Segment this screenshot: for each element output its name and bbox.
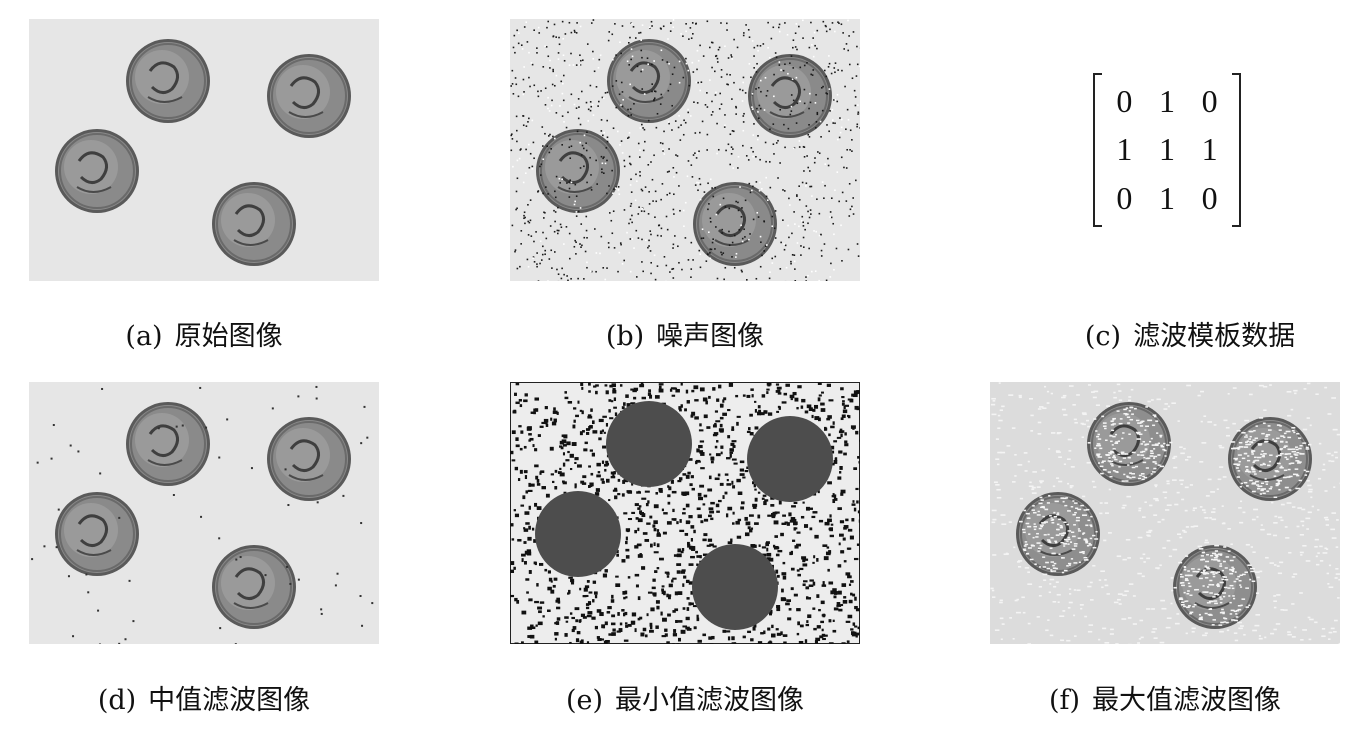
filter-mask-matrix: 0 1 0 1 1 1 0 1 0 <box>1093 73 1241 227</box>
matrix-right-bracket <box>1232 73 1241 227</box>
matrix-cell: 1 <box>1158 82 1175 119</box>
matrix-cell: 0 <box>1116 180 1133 217</box>
caption-label: 原始图像 <box>174 321 283 352</box>
caption-label: 中值滤波图像 <box>148 685 311 716</box>
max-filter-image <box>990 382 1340 644</box>
min-filter-image <box>510 382 860 644</box>
median-filter-image <box>29 382 379 644</box>
matrix-cell: 0 <box>1201 82 1218 119</box>
matrix-cell: 1 <box>1158 180 1175 217</box>
noisy-image <box>510 19 860 281</box>
coin <box>747 416 833 502</box>
matrix-cell: 1 <box>1116 131 1133 168</box>
caption-tag: (b) <box>605 321 645 352</box>
caption-max: (f) 最大值滤波图像 <box>975 678 1355 717</box>
coin <box>692 544 778 630</box>
caption-tag: (f) <box>1048 685 1081 716</box>
coin <box>535 491 621 577</box>
matrix-left-bracket <box>1093 73 1102 227</box>
caption-min: (e) 最小值滤波图像 <box>495 678 875 717</box>
caption-label: 最小值滤波图像 <box>615 685 805 716</box>
caption-label: 噪声图像 <box>656 321 765 352</box>
matrix-cell: 0 <box>1201 180 1218 217</box>
matrix-cell: 1 <box>1201 131 1218 168</box>
caption-label: 滤波模板数据 <box>1133 321 1296 352</box>
caption-label: 最大值滤波图像 <box>1092 685 1282 716</box>
matrix-cell: 0 <box>1116 82 1133 119</box>
caption-median: (d) 中值滤波图像 <box>14 678 394 717</box>
caption-tag: (a) <box>125 321 163 352</box>
caption-filter-mask: (c) 滤波模板数据 <box>1000 314 1370 353</box>
caption-noisy: (b) 噪声图像 <box>495 314 875 353</box>
caption-original: (a) 原始图像 <box>14 314 394 353</box>
caption-tag: (e) <box>565 685 604 716</box>
matrix-cell: 1 <box>1158 131 1175 168</box>
caption-tag: (d) <box>97 685 137 716</box>
caption-tag: (c) <box>1084 321 1122 352</box>
original-image <box>29 19 379 281</box>
coin <box>606 401 692 487</box>
